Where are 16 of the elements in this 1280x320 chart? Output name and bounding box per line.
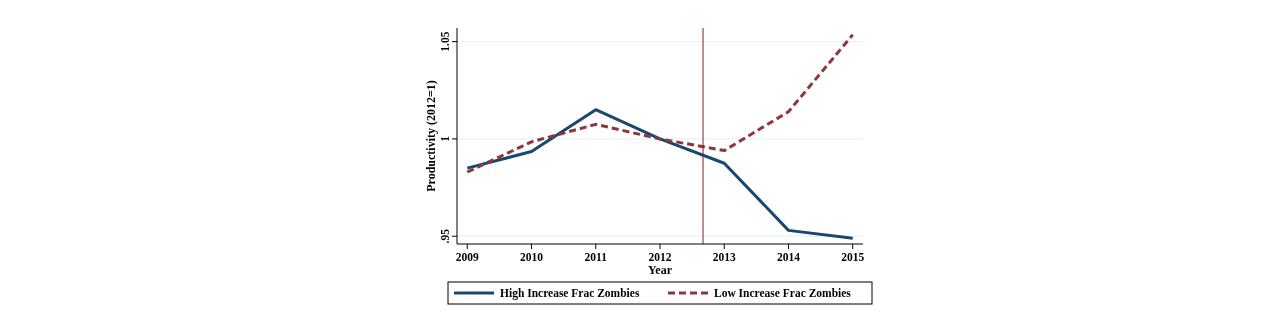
y-axis-title: Productivity (2012=1) (424, 80, 438, 192)
line-series (465, 108, 855, 240)
x-tick-label: 2009 (455, 251, 480, 263)
line-series (465, 33, 855, 174)
x-tick-label: 2011 (584, 251, 608, 263)
x-tick-label: 2015 (841, 251, 865, 263)
x-tick-label: 2010 (520, 251, 544, 263)
x-tick-label: 2012 (648, 251, 672, 263)
x-tick-label: 2013 (712, 251, 736, 263)
y-tick-label: .95 (439, 228, 451, 244)
y-tick-label: 1.05 (439, 31, 451, 52)
y-tick-label: 1 (439, 135, 451, 142)
x-tick-label: 2014 (776, 251, 801, 263)
x-axis-title: Year (648, 263, 673, 277)
legend-label: High Increase Frac Zombies (500, 287, 640, 300)
legend-label: Low Increase Frac Zombies (714, 287, 852, 299)
